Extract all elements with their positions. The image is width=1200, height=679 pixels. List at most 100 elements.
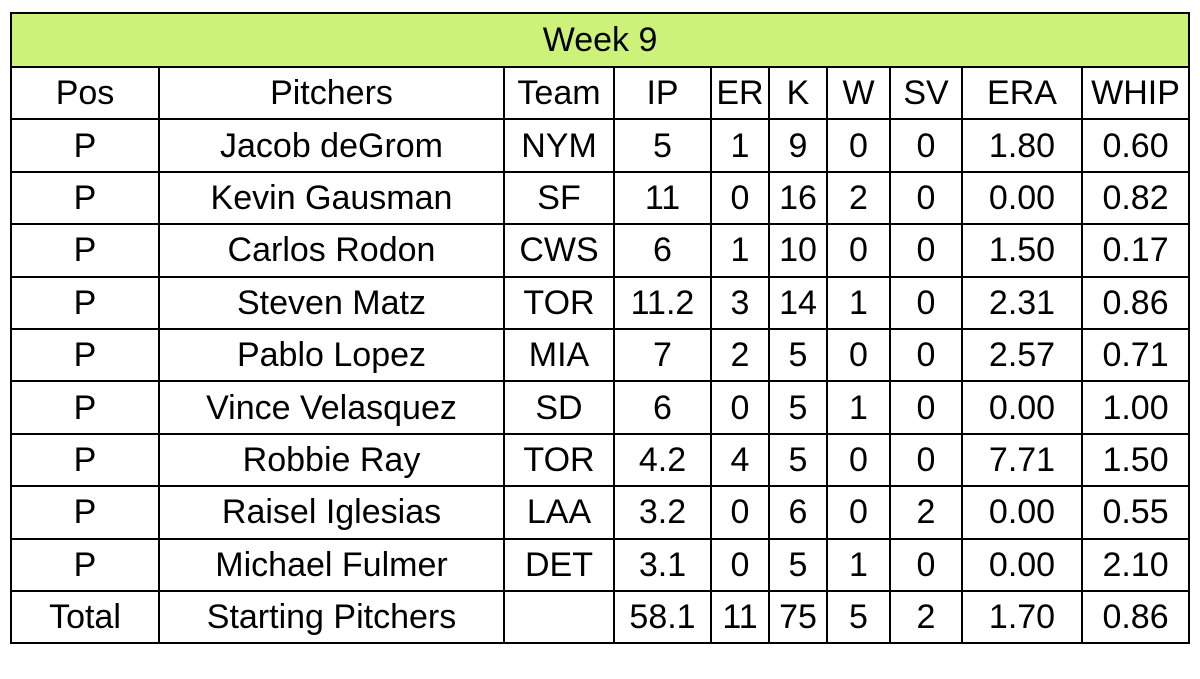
table-cell: 0: [889, 170, 963, 226]
table-cell: DET: [503, 537, 615, 592]
table-cell: Jacob deGrom: [158, 118, 505, 173]
table-row: P Michael Fulmer DET 3.1 0 5 1 0 0.00 2.10: [10, 537, 1191, 592]
table-cell: 0.00: [961, 537, 1083, 592]
header-cell: Pitchers: [158, 65, 505, 121]
table-cell: 0: [889, 327, 963, 383]
header-cell: Team: [503, 65, 615, 121]
table-cell: 5: [768, 380, 828, 435]
table-cell: 0: [710, 537, 770, 592]
table-cell: 1: [826, 275, 891, 330]
table-cell: 0: [710, 380, 770, 435]
table-cell: 11: [613, 170, 712, 226]
table-cell: 2.31: [961, 275, 1083, 330]
header-cell: WHIP: [1080, 65, 1191, 121]
title-row: Week 9: [9, 12, 1191, 68]
table-cell: 0: [889, 432, 963, 488]
table-cell: P: [10, 118, 160, 173]
table-cell: 0.55: [1080, 485, 1191, 540]
table-cell: 1: [826, 380, 891, 435]
table-cell: 1: [710, 223, 770, 278]
table-cell: 4: [710, 432, 770, 488]
table-cell: 5: [768, 432, 828, 488]
header-cell: K: [768, 65, 828, 121]
table-cell: 2.10: [1080, 537, 1191, 592]
header-cell: IP: [613, 65, 712, 121]
table-cell: 5: [613, 118, 712, 173]
table-cell: 0: [889, 223, 963, 278]
total-cell: [503, 589, 615, 645]
table-cell: 6: [768, 485, 828, 540]
header-cell: SV: [889, 65, 963, 121]
total-cell: 58.1: [613, 589, 712, 645]
total-cell: 1.70: [961, 589, 1083, 645]
table-cell: 0.60: [1080, 118, 1191, 173]
table-row: P Robbie Ray TOR 4.2 4 5 0 0 7.71 1.50: [10, 432, 1191, 488]
table-cell: Carlos Rodon: [158, 223, 505, 278]
total-cell: 2: [889, 589, 963, 645]
table-cell: 6: [613, 223, 712, 278]
table-cell: 0: [826, 223, 891, 278]
table-cell: 4.2: [613, 432, 712, 488]
table-cell: Steven Matz: [158, 275, 505, 330]
table-cell: 0.17: [1080, 223, 1191, 278]
table-cell: 0: [826, 327, 891, 383]
header-cell: ERA: [961, 65, 1083, 121]
table-cell: 5: [768, 537, 828, 592]
table-cell: Pablo Lopez: [158, 327, 505, 383]
table-cell: 7: [613, 327, 712, 383]
table-cell: P: [10, 432, 160, 488]
table-cell: 2: [889, 485, 963, 540]
table-row: P Jacob deGrom NYM 5 1 9 0 0 1.80 0.60: [10, 118, 1191, 173]
table-cell: 0: [826, 118, 891, 173]
table-cell: 0: [889, 537, 963, 592]
table-cell: P: [10, 485, 160, 540]
table-cell: 3.2: [613, 485, 712, 540]
table-cell: 7.71: [961, 432, 1083, 488]
table-cell: 0.86: [1080, 275, 1191, 330]
table-cell: 0.00: [961, 485, 1083, 540]
table-cell: CWS: [503, 223, 615, 278]
table-cell: 0: [710, 170, 770, 226]
total-cell: 5: [826, 589, 891, 645]
table-cell: Vince Velasquez: [158, 380, 505, 435]
table-cell: P: [10, 170, 160, 226]
table-cell: 3: [710, 275, 770, 330]
table-cell: 1.00: [1080, 380, 1191, 435]
table-cell: SD: [503, 380, 615, 435]
table-cell: 10: [768, 223, 828, 278]
table-cell: P: [10, 327, 160, 383]
table-cell: 0: [889, 275, 963, 330]
table-cell: MIA: [503, 327, 615, 383]
stats-table-container: Week 9 Pos Pitchers Team IP ER K W SV ER…: [9, 12, 1191, 645]
table-cell: TOR: [503, 432, 615, 488]
total-cell: Total: [10, 589, 160, 645]
table-cell: Raisel Iglesias: [158, 485, 505, 540]
table-cell: 14: [768, 275, 828, 330]
table-cell: 1.50: [1080, 432, 1191, 488]
table-cell: 1: [826, 537, 891, 592]
table-row: P Vince Velasquez SD 6 0 5 1 0 0.00 1.00: [10, 380, 1191, 435]
table-cell: 2: [710, 327, 770, 383]
table-cell: 0: [710, 485, 770, 540]
table-row: P Steven Matz TOR 11.2 3 14 1 0 2.31 0.86: [10, 275, 1191, 330]
table-row: P Pablo Lopez MIA 7 2 5 0 0 2.57 0.71: [10, 327, 1191, 383]
header-row: Pos Pitchers Team IP ER K W SV ERA WHIP: [10, 65, 1191, 121]
table-cell: 0: [826, 432, 891, 488]
header-cell: Pos: [10, 65, 160, 121]
table-cell: 0: [889, 118, 963, 173]
header-cell: W: [826, 65, 891, 121]
table-cell: NYM: [503, 118, 615, 173]
total-row: Total Starting Pitchers 58.1 11 75 5 2 1.70 0.86: [10, 589, 1191, 645]
table-title: Week 9: [9, 12, 1191, 68]
table-cell: Kevin Gausman: [158, 170, 505, 226]
table-cell: 1: [710, 118, 770, 173]
table-cell: 3.1: [613, 537, 712, 592]
table-cell: TOR: [503, 275, 615, 330]
table-cell: SF: [503, 170, 615, 226]
table-cell: LAA: [503, 485, 615, 540]
table-cell: P: [10, 380, 160, 435]
table-cell: 2: [826, 170, 891, 226]
table-row: P Kevin Gausman SF 11 0 16 2 0 0.00 0.82: [10, 170, 1191, 226]
table-cell: 1.50: [961, 223, 1083, 278]
total-cell: 11: [710, 589, 770, 645]
